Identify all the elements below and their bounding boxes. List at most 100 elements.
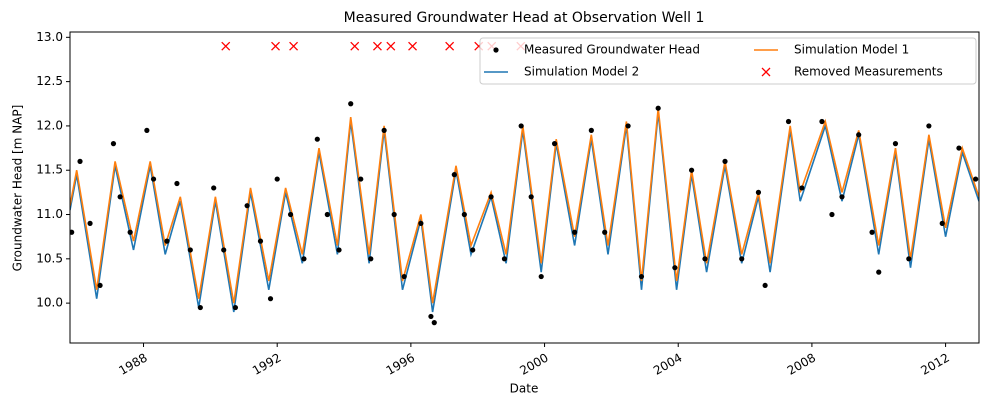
removed-point (350, 41, 360, 51)
measured-point (287, 211, 294, 218)
measured-point (431, 320, 437, 326)
removed-point (445, 41, 455, 51)
x-tick-label: 2000 (517, 351, 550, 378)
measured-point (625, 123, 631, 129)
measured-point (127, 229, 133, 235)
measured-point (655, 105, 661, 111)
measured-point (518, 123, 524, 129)
measured-point (144, 127, 150, 133)
removed-point (289, 41, 299, 51)
y-tick-label: 11.0 (36, 207, 63, 221)
measured-point (314, 136, 320, 142)
measured-point (869, 229, 875, 235)
measured-point (688, 167, 695, 173)
measured-point (117, 194, 123, 200)
legend-label: Simulation Model 2 (524, 65, 639, 79)
measured-point (391, 211, 397, 218)
y-tick-label: 12.0 (36, 118, 63, 132)
measured-point (274, 176, 280, 182)
measured-point (470, 247, 476, 253)
measured-point (829, 211, 835, 218)
measured-point (638, 273, 645, 280)
measured-point (301, 256, 307, 262)
removed-point (271, 41, 280, 51)
measured-point (572, 229, 578, 235)
measured-point (70, 229, 75, 235)
measured-point (722, 158, 728, 164)
measured-point (221, 247, 227, 253)
y-axis-label: Groundwater Head [m NAP] (11, 105, 25, 272)
measured-point (418, 220, 424, 226)
measured-point (906, 256, 912, 262)
y-tick-label: 13.0 (36, 30, 63, 44)
removed-point (386, 41, 396, 51)
legend-swatch (761, 67, 771, 77)
x-tick-label: 2012 (918, 351, 951, 378)
measured-point (876, 269, 882, 275)
y-tick-label: 10.5 (36, 251, 63, 265)
x-tick-label: 1988 (116, 351, 149, 378)
measured-point (528, 194, 534, 200)
measured-point (973, 176, 979, 182)
x-tick-label: 2008 (785, 351, 818, 378)
measured-point (461, 211, 467, 218)
legend-label: Measured Groundwater Head (524, 43, 700, 57)
measured-point (211, 185, 217, 191)
y-tick-label: 11.5 (36, 163, 63, 177)
measured-point (368, 256, 374, 262)
measured-point (892, 141, 899, 147)
measured-point (150, 176, 157, 182)
removed-point (221, 41, 231, 51)
measured-point (336, 247, 342, 253)
chart-title: Measured Groundwater Head at Observation… (344, 10, 705, 26)
legend: Measured Groundwater Head Simulation Mode… (479, 37, 977, 85)
legend-box (479, 37, 977, 85)
measured-point (110, 141, 117, 147)
x-tick-label: 1992 (250, 351, 283, 378)
x-tick-label: 1996 (384, 351, 417, 378)
measured-point (187, 247, 193, 253)
measured-point (324, 211, 330, 218)
legend-swatch (493, 47, 499, 53)
measured-point (77, 158, 83, 164)
removed-point (408, 41, 418, 51)
measured-point (267, 296, 274, 302)
measured-point (672, 265, 678, 271)
measured-point (819, 118, 825, 125)
measured-point (551, 141, 558, 147)
legend-label: Removed Measurements (794, 65, 943, 79)
measured-point (401, 273, 407, 280)
x-axis-label: Date (510, 382, 539, 396)
measured-point (381, 127, 387, 133)
measured-point (97, 282, 103, 289)
measured-point (799, 185, 805, 191)
measured-point (939, 220, 945, 226)
measured-point (197, 304, 203, 311)
legend-label: Simulation Model 1 (794, 43, 909, 57)
plot-frame (69, 31, 980, 344)
measured-point (956, 145, 962, 151)
measured-point (164, 238, 170, 244)
measured-point (856, 132, 862, 138)
y-tick-label: 12.5 (36, 74, 63, 88)
measured-point (755, 189, 762, 195)
measured-point (348, 101, 354, 107)
measured-point (739, 256, 745, 262)
measured-point (257, 238, 264, 244)
measured-point (358, 176, 364, 182)
measured-point (244, 203, 250, 209)
measured-point (839, 194, 845, 200)
measured-point (488, 194, 494, 200)
measured-point (501, 256, 508, 262)
measured-point (87, 220, 93, 226)
measured-point (588, 127, 594, 133)
measured-point (428, 313, 434, 320)
removed-point (372, 41, 382, 51)
measured-point (785, 118, 792, 125)
measured-point (451, 172, 457, 178)
measured-point (538, 273, 544, 280)
measured-point (232, 304, 239, 311)
measured-point (174, 180, 180, 187)
measured-point (926, 123, 932, 129)
